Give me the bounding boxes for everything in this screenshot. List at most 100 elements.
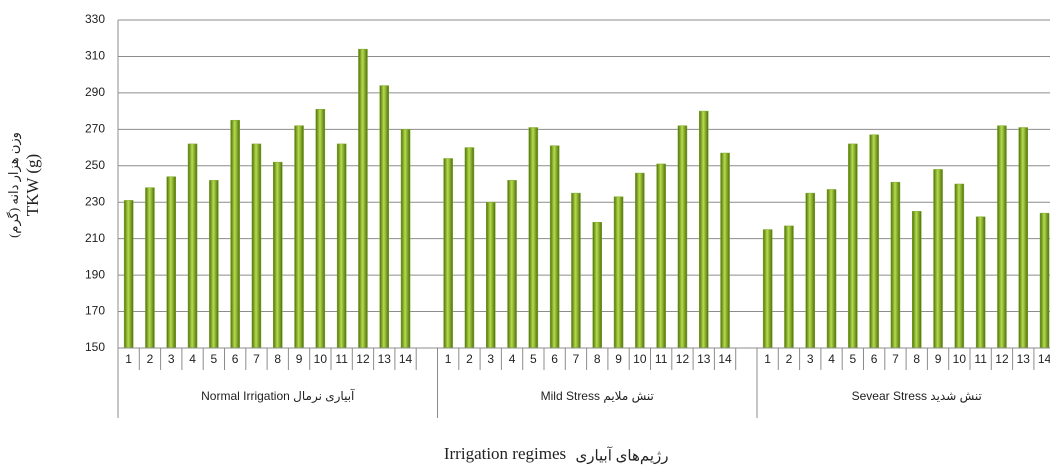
x-tick-label: 4 bbox=[189, 352, 196, 366]
bar bbox=[443, 158, 453, 349]
bar bbox=[358, 48, 368, 349]
bar bbox=[400, 129, 411, 349]
group-label: Normal Irrigation آبیاری نرمال bbox=[201, 388, 355, 404]
x-tick-label: 6 bbox=[551, 352, 558, 366]
x-tick-label: 11 bbox=[655, 352, 668, 366]
bar bbox=[975, 216, 986, 349]
bar bbox=[1039, 212, 1050, 349]
x-tick-label: 5 bbox=[850, 352, 857, 366]
bar bbox=[613, 196, 624, 349]
x-tick-label: 1 bbox=[445, 352, 452, 366]
bar bbox=[528, 127, 539, 349]
x-tick-label: 3 bbox=[168, 352, 175, 366]
x-tick-label: 11 bbox=[335, 352, 348, 366]
x-tick-label: 12 bbox=[356, 352, 370, 366]
bar bbox=[187, 143, 198, 349]
y-axis-title: TKW (g) bbox=[23, 154, 42, 216]
x-tick-label: 6 bbox=[871, 352, 878, 366]
x-tick-label: 3 bbox=[487, 352, 494, 366]
x-tick-label: 7 bbox=[253, 352, 260, 366]
x-tick-label: 1 bbox=[764, 352, 771, 366]
x-tick-label: 2 bbox=[786, 352, 793, 366]
x-tick-label: 3 bbox=[807, 352, 814, 366]
y-tick-label: 250 bbox=[85, 158, 105, 172]
x-tick-label: 11 bbox=[974, 352, 987, 366]
x-tick-label: 10 bbox=[314, 352, 328, 366]
bar bbox=[912, 211, 922, 349]
x-tick-label: 7 bbox=[892, 352, 899, 366]
bar bbox=[805, 192, 815, 349]
bar bbox=[379, 85, 389, 349]
bar bbox=[762, 229, 773, 349]
y-tick-label: 210 bbox=[85, 231, 105, 245]
bar bbox=[826, 189, 837, 349]
bar bbox=[486, 201, 496, 349]
bar bbox=[635, 172, 645, 349]
x-tick-label: 13 bbox=[697, 352, 711, 366]
group-label: Sevear Stress تنش شدید bbox=[852, 389, 982, 404]
x-tick-label: 6 bbox=[232, 352, 239, 366]
x-tick-label: 4 bbox=[828, 352, 835, 366]
y-tick-label: 150 bbox=[85, 340, 105, 354]
group-label: Mild Stress تنش ملایم bbox=[541, 389, 654, 404]
x-tick-label: 5 bbox=[211, 352, 218, 366]
bar bbox=[145, 187, 155, 349]
y-tick-label: 190 bbox=[85, 267, 105, 281]
y-tick-label: 310 bbox=[85, 49, 105, 63]
x-axis-title: Irrigation regimes bbox=[444, 444, 566, 463]
bar bbox=[656, 163, 666, 349]
bar bbox=[464, 147, 475, 349]
bar bbox=[592, 222, 602, 349]
bar bbox=[677, 125, 688, 349]
bar bbox=[230, 119, 240, 349]
x-tick-label: 2 bbox=[147, 352, 154, 366]
x-tick-label: 10 bbox=[633, 352, 647, 366]
bar bbox=[315, 109, 326, 349]
bar bbox=[699, 110, 709, 349]
bar bbox=[933, 169, 943, 349]
y-tick-label: 330 bbox=[85, 12, 105, 26]
x-tick-label: 7 bbox=[573, 352, 580, 366]
y-tick-label: 270 bbox=[85, 122, 105, 136]
x-tick-label: 13 bbox=[1017, 352, 1031, 366]
bar bbox=[251, 143, 262, 349]
bar bbox=[294, 125, 304, 349]
bar bbox=[997, 125, 1007, 349]
x-tick-label: 9 bbox=[296, 352, 303, 366]
y-axis-title-fa: وزن هزار دانه (گرم) bbox=[6, 132, 22, 238]
bar bbox=[336, 143, 347, 349]
x-tick-label: 12 bbox=[676, 352, 690, 366]
x-tick-label: 14 bbox=[1038, 352, 1050, 366]
bar bbox=[273, 161, 283, 349]
y-tick-label: 290 bbox=[85, 85, 105, 99]
x-tick-label: 14 bbox=[718, 352, 732, 366]
bar bbox=[720, 152, 730, 349]
x-tick-label: 8 bbox=[274, 352, 281, 366]
x-tick-label: 9 bbox=[935, 352, 942, 366]
bar bbox=[123, 200, 134, 349]
x-tick-label: 9 bbox=[615, 352, 622, 366]
bar bbox=[549, 145, 560, 349]
x-tick-label: 12 bbox=[995, 352, 1009, 366]
bar bbox=[209, 180, 219, 349]
bar bbox=[954, 183, 965, 349]
bar bbox=[571, 192, 581, 349]
x-tick-label: 5 bbox=[530, 352, 537, 366]
bar bbox=[848, 143, 858, 349]
bar bbox=[784, 225, 794, 349]
x-axis-title-fa: رژیم‌های آبیاری bbox=[575, 446, 668, 464]
bar bbox=[1018, 127, 1028, 349]
y-tick-label: 230 bbox=[85, 194, 105, 208]
x-tick-label: 2 bbox=[466, 352, 473, 366]
x-tick-label: 13 bbox=[378, 352, 392, 366]
x-tick-label: 4 bbox=[509, 352, 516, 366]
bar bbox=[869, 134, 879, 349]
bar bbox=[166, 176, 176, 349]
x-tick-label: 14 bbox=[399, 352, 413, 366]
x-tick-label: 8 bbox=[913, 352, 920, 366]
bar bbox=[507, 180, 517, 349]
x-tick-label: 1 bbox=[125, 352, 132, 366]
x-tick-label: 10 bbox=[953, 352, 967, 366]
y-tick-label: 170 bbox=[85, 304, 105, 318]
